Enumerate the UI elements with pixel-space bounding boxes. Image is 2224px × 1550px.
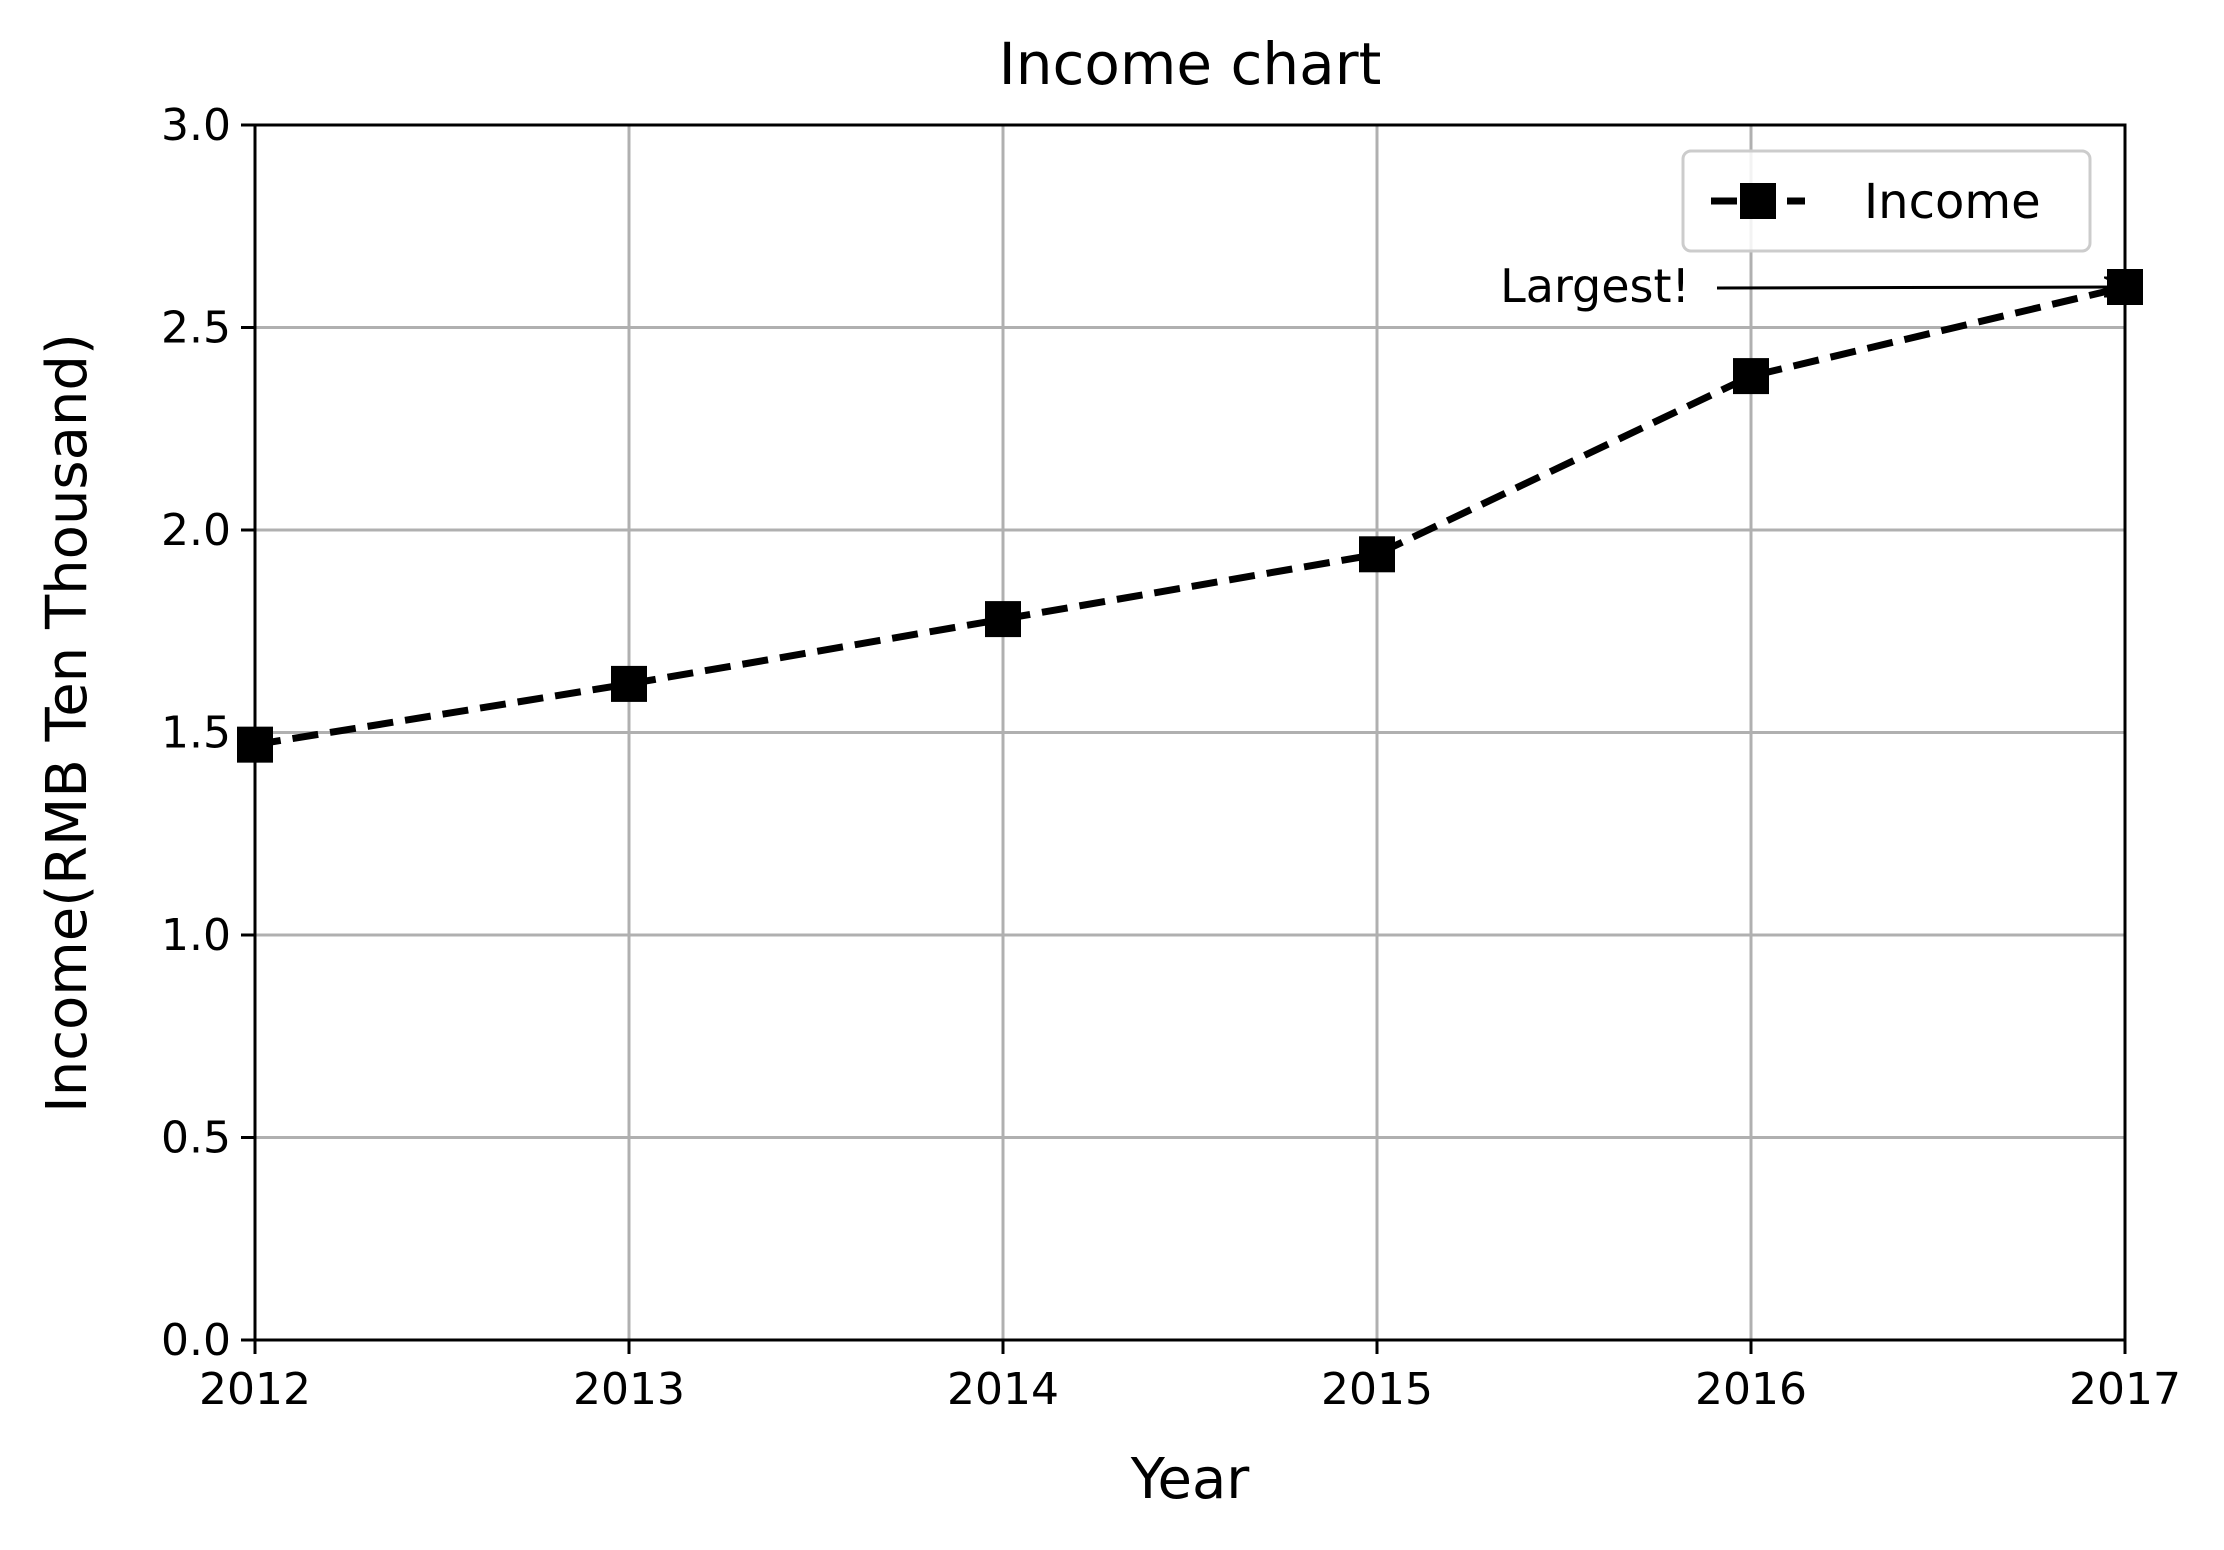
x-tick-label: 2016 — [1695, 1364, 1807, 1415]
x-axis-title: Year — [1130, 1447, 1251, 1512]
grid — [253, 123, 2127, 1342]
series-line — [254, 283, 2126, 749]
legend-box — [1681, 149, 2092, 253]
x-tick-label: 2017 — [2069, 1364, 2181, 1415]
ticks: 2012 2013 2014 2015 2016 2017 0.0 0.5 1.0 1.5 2.0 2… — [161, 100, 2181, 1415]
x-tick-label: 2015 — [1321, 1364, 1433, 1415]
annotation-arrow — [1716, 287, 2123, 288]
y-tick-label: 2.5 — [161, 303, 231, 354]
legend-marker — [1740, 183, 1776, 219]
series-income — [237, 269, 2143, 763]
y-tick-label: 0.5 — [161, 1113, 231, 1164]
series-layer — [237, 269, 2143, 763]
y-tick-label: 1.5 — [161, 708, 231, 759]
data-point — [1359, 536, 1395, 573]
y-tick-label: 3.0 — [161, 100, 231, 151]
data-point — [1733, 358, 1769, 395]
legend-label: Income — [1864, 174, 2041, 230]
x-tick-label: 2013 — [573, 1364, 685, 1415]
x-tick-label: 2012 — [199, 1364, 311, 1415]
y-tick-label: 2.0 — [161, 505, 231, 556]
y-tick-label: 0.0 — [161, 1315, 231, 1366]
annotation-layer: Largest! — [1500, 259, 2123, 313]
annotation-label: Largest! — [1500, 259, 1690, 313]
y-tick-label: 1.0 — [161, 910, 231, 961]
y-axis-title: Income(RMB Ten Thousand) — [35, 333, 100, 1113]
legend: Income — [1681, 149, 2092, 253]
data-point — [611, 665, 647, 702]
data-point — [985, 601, 1021, 638]
x-tick-label: 2014 — [947, 1364, 1059, 1415]
chart-title: Income chart — [999, 30, 1382, 98]
